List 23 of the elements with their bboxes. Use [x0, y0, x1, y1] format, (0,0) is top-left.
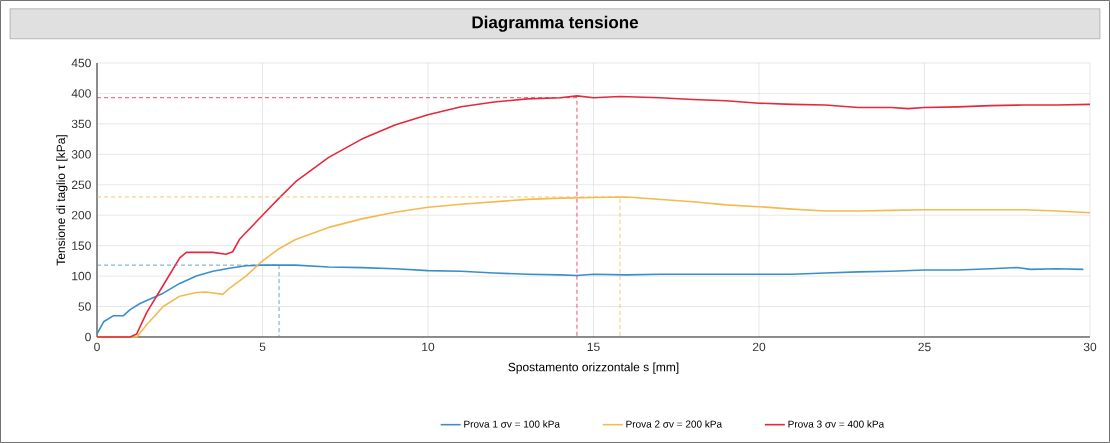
y-tick-label: 50: [78, 302, 91, 311]
legend-label: Prova 1 σv = 100 kPa: [464, 420, 560, 428]
y-tick-label: 350: [71, 119, 91, 129]
x-tick-label: 15: [587, 342, 600, 352]
x-tick-label: 30: [1083, 342, 1097, 352]
y-tick-label: 100: [72, 271, 91, 281]
x-tick-label: 20: [752, 342, 766, 352]
x-tick-label: 0: [94, 342, 100, 352]
chart-title: Diagramma tensione: [472, 15, 639, 32]
y-tick-label: 200: [71, 210, 91, 220]
legend-label: Prova 2 σv = 200 kPa: [626, 420, 723, 428]
y-tick-label: 0: [85, 332, 91, 342]
x-tick-label: 10: [422, 342, 435, 352]
x-tick-label: 5: [259, 342, 266, 352]
y-tick-label: 400: [71, 89, 91, 98]
y-tick-label: 150: [72, 241, 91, 250]
y-tick-label: 300: [71, 150, 91, 159]
y-tick-label: 450: [71, 58, 91, 68]
x-tick-label: 25: [918, 342, 931, 352]
x-axis-title: Spostamento orizzontale s [mm]: [508, 362, 679, 374]
y-axis-title: Tensione di taglio τ [kPa]: [56, 135, 68, 266]
legend-label: Prova 3 σv = 400 kPa: [788, 420, 885, 428]
y-tick-label: 250: [71, 180, 91, 190]
